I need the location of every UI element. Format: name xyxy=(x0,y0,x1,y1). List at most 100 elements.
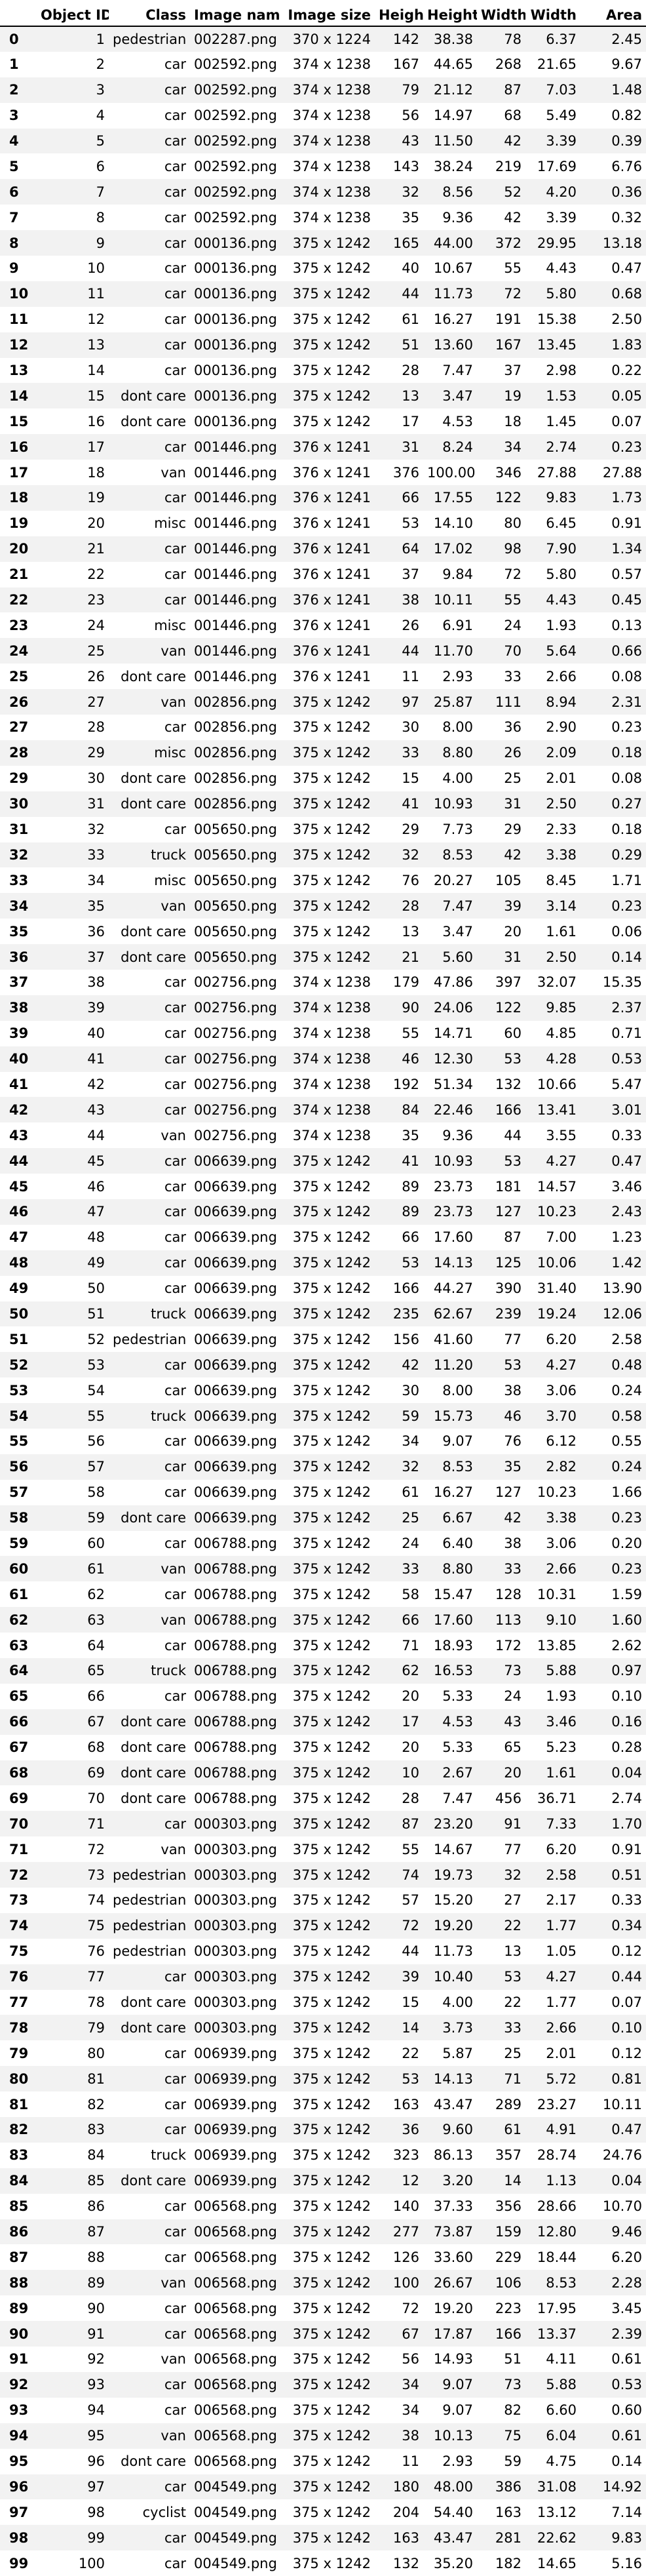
height-px-cell: 55 xyxy=(402,1841,419,1857)
row-index: 17 xyxy=(9,464,29,481)
width-pct-cell: 8.53 xyxy=(546,2274,577,2291)
class-cell: car xyxy=(164,1204,186,1220)
width-pct-cell: 3.39 xyxy=(546,133,577,149)
width-px-cell: 91 xyxy=(504,1815,522,1832)
height-pct-cell: 4.00 xyxy=(442,770,473,787)
width-px-cell: 22 xyxy=(504,1994,522,2011)
image-name-cell: 001446.png xyxy=(194,464,277,481)
width-pct-cell: 9.85 xyxy=(546,1000,577,1016)
header-index xyxy=(0,4,37,26)
width-pct-cell: 18.44 xyxy=(537,2249,577,2265)
table-row: 35 36 dont care 005650.png 375 x 1242 13 3.47 2… xyxy=(0,919,646,944)
image-name-cell: 006788.png xyxy=(194,1637,277,1654)
row-index: 39 xyxy=(9,1025,29,1042)
image-name-cell: 002592.png xyxy=(194,82,277,98)
width-pct-cell: 19.24 xyxy=(537,1305,577,1322)
height-px-cell: 204 xyxy=(392,2504,419,2520)
height-px-cell: 28 xyxy=(402,1790,419,1806)
height-pct-cell: 5.87 xyxy=(442,2045,473,2061)
image-name-cell: 006639.png xyxy=(194,1510,277,1526)
height-px-cell: 32 xyxy=(402,1459,419,1475)
table-row: 67 68 dont care 006788.png 375 x 1242 20 5.33 6… xyxy=(0,1735,646,1760)
image-name-cell: 006788.png xyxy=(194,1790,277,1806)
height-px-cell: 25 xyxy=(402,1510,419,1526)
height-px-cell: 11 xyxy=(402,2453,419,2470)
height-px-cell: 24 xyxy=(402,1535,419,1551)
image-size-cell: 375 x 1242 xyxy=(292,2071,371,2087)
object-id-cell: 81 xyxy=(87,2071,105,2087)
width-pct-cell: 22.62 xyxy=(537,2529,577,2546)
width-pct-cell: 8.94 xyxy=(546,694,577,710)
width-pct-cell: 17.69 xyxy=(537,158,577,174)
class-cell: car xyxy=(164,1153,186,1169)
row-index: 40 xyxy=(9,1051,29,1067)
header-class: Class xyxy=(145,7,186,23)
class-cell: truck xyxy=(151,1305,186,1322)
area-cell: 0.82 xyxy=(611,108,642,124)
image-size-cell: 374 x 1238 xyxy=(292,1051,371,1067)
width-px-cell: 98 xyxy=(504,541,522,557)
width-px-cell: 42 xyxy=(504,209,522,226)
width-pct-cell: 4.27 xyxy=(546,1969,577,1985)
height-pct-cell: 8.80 xyxy=(442,745,473,761)
object-id-cell: 76 xyxy=(87,1943,105,1960)
area-cell: 0.39 xyxy=(611,133,642,149)
row-index: 56 xyxy=(9,1459,29,1475)
width-px-cell: 229 xyxy=(495,2249,522,2265)
object-id-cell: 65 xyxy=(87,1663,105,1679)
object-id-cell: 1 xyxy=(96,31,105,47)
object-id-cell: 67 xyxy=(87,1714,105,1730)
image-name-cell: 000136.png xyxy=(194,235,277,251)
height-px-cell: 20 xyxy=(402,1739,419,1756)
area-cell: 0.08 xyxy=(611,668,642,684)
class-cell: car xyxy=(164,260,186,277)
object-id-cell: 82 xyxy=(87,2096,105,2112)
width-pct-cell: 5.80 xyxy=(546,566,577,583)
object-id-cell: 70 xyxy=(87,1790,105,1806)
height-px-cell: 56 xyxy=(402,2351,419,2368)
row-index: 79 xyxy=(9,2045,29,2061)
width-px-cell: 72 xyxy=(504,566,522,583)
image-size-cell: 375 x 1242 xyxy=(292,1229,371,1246)
area-cell: 3.45 xyxy=(611,2300,642,2316)
image-name-cell: 000136.png xyxy=(194,311,277,328)
width-pct-cell: 2.50 xyxy=(546,796,577,812)
height-pct-cell: 8.00 xyxy=(442,1382,473,1398)
object-id-cell: 20 xyxy=(87,515,105,532)
area-cell: 9.67 xyxy=(611,56,642,73)
table-row: 74 75 pedestrian 000303.png 375 x 1242 72 19.2… xyxy=(0,1912,646,1939)
area-cell: 0.10 xyxy=(611,2019,642,2036)
width-px-cell: 24 xyxy=(504,617,522,633)
height-px-cell: 21 xyxy=(402,949,419,965)
height-pct-cell: 73.87 xyxy=(433,2224,473,2240)
height-px-cell: 66 xyxy=(402,1612,419,1628)
image-name-cell: 000303.png xyxy=(194,1994,277,2011)
height-px-cell: 165 xyxy=(392,235,419,251)
image-size-cell: 375 x 1242 xyxy=(292,1765,371,1781)
image-size-cell: 375 x 1242 xyxy=(292,1815,371,1832)
width-px-cell: 182 xyxy=(495,2555,522,2571)
image-size-cell: 376 x 1241 xyxy=(292,617,371,633)
image-size-cell: 375 x 1242 xyxy=(292,1612,371,1628)
row-index: 81 xyxy=(9,2096,29,2112)
area-cell: 2.31 xyxy=(611,694,642,710)
height-pct-cell: 11.73 xyxy=(433,1943,473,1960)
width-px-cell: 72 xyxy=(504,286,522,302)
height-pct-cell: 9.60 xyxy=(442,2122,473,2138)
row-index: 37 xyxy=(9,974,29,991)
area-cell: 6.76 xyxy=(611,158,642,174)
image-size-cell: 375 x 1242 xyxy=(292,822,371,838)
image-name-cell: 000303.png xyxy=(194,1815,277,1832)
row-index: 29 xyxy=(9,770,29,787)
class-cell: car xyxy=(164,1459,186,1475)
object-id-cell: 53 xyxy=(87,1357,105,1373)
class-cell: dont care xyxy=(121,2173,186,2189)
row-index: 49 xyxy=(9,1280,29,1297)
table-row: 37 38 car 002756.png 374 x 1238 179 47.86 397 32… xyxy=(0,970,646,995)
width-px-cell: 122 xyxy=(495,1000,522,1016)
image-name-cell: 002756.png xyxy=(194,1000,277,1016)
table-row: 91 92 van 006568.png 375 x 1242 56 14.93 51 4.11… xyxy=(0,2347,646,2372)
row-index: 11 xyxy=(9,311,29,328)
width-px-cell: 111 xyxy=(495,694,522,710)
row-index: 3 xyxy=(9,108,19,124)
